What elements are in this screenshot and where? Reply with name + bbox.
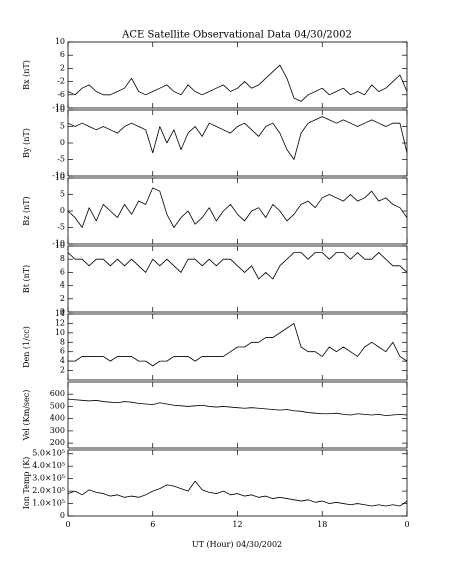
y-tick-label: 4.0×10⁵ [32,461,65,470]
y-tick-label: 14 [55,309,65,318]
x-axis-label: UT (Hour) 04/30/2002 [192,540,282,549]
data-line [67,398,408,417]
x-tick-label: 12 [232,520,242,529]
panel-frame [67,109,408,177]
panel-frame [67,177,408,245]
y-tick-label: 6 [60,347,65,356]
y-tick-label: 1.0×10⁵ [32,499,65,508]
y-tick-label: 6 [60,267,65,276]
y-tick-label: 600 [50,389,65,398]
y-tick-label: 2 [60,63,65,72]
y-tick-label: 5.0×10⁵ [32,449,65,458]
y-tick-label: -2 [57,77,65,86]
y-tick-label: -10 [52,103,65,112]
panel-frame [67,449,408,517]
data-line [67,187,408,228]
y-tick-label: 10 [55,328,65,337]
x-tick-label: 6 [150,520,155,529]
y-tick-label: -6 [57,90,65,99]
y-tick-label: -5 [57,155,65,164]
data-line [67,64,408,102]
data-line [68,323,408,367]
panel-frame [67,245,408,313]
y-axis-label: Den (1/cc) [22,326,31,368]
x-tick-label: 0 [404,520,409,529]
data-line [67,116,408,160]
y-tick-label: 500 [50,401,65,410]
y-axis-label: Bt (nT) [22,265,31,293]
y-axis-label: By (nT) [22,128,31,158]
data-line [67,480,408,507]
y-tick-label: 8 [60,337,65,346]
y-tick-label: 10 [55,37,65,46]
y-axis-label: Bx (nT) [22,60,31,90]
x-tick-label: 0 [65,520,70,529]
y-tick-label: 3.0×10⁵ [32,474,65,483]
panel-frame [67,41,408,109]
y-tick-label: 0 [60,307,65,316]
y-axis-label: Bz (nT) [22,196,31,225]
y-tick-label: 200 [50,438,65,447]
y-tick-label: 2.0×10⁵ [32,486,65,495]
y-tick-label: 2 [60,366,65,375]
y-tick-label: 400 [50,414,65,423]
y-tick-label: 2 [60,294,65,303]
y-tick-label: 10 [55,173,65,182]
y-tick-label: -10 [52,171,65,180]
y-tick-label: -10 [52,239,65,248]
x-tick-label: 18 [317,520,327,529]
y-tick-label: 10 [55,105,65,114]
chart-title: ACE Satellite Observational Data 04/30/2… [121,30,352,41]
y-tick-label: 12 [55,318,65,327]
y-tick-label: 5 [60,122,65,131]
y-tick-label: -5 [57,223,65,232]
y-tick-label: 0 [60,206,65,215]
y-tick-label: 8 [60,254,65,263]
y-axis-label: Ion Temp (K) [22,457,31,510]
y-tick-label: 300 [50,426,65,435]
y-axis-label: Vel (Km/sec) [22,390,31,442]
data-line [67,252,408,280]
y-tick-label: 10 [55,241,65,250]
y-tick-label: 6 [60,50,65,59]
y-tick-label: 5 [60,190,65,199]
y-tick-label: 0 [60,511,65,520]
y-tick-label: 0 [60,138,65,147]
y-tick-label: 4 [60,281,65,290]
panel-frame [67,381,408,449]
y-tick-label: 4 [60,356,65,365]
